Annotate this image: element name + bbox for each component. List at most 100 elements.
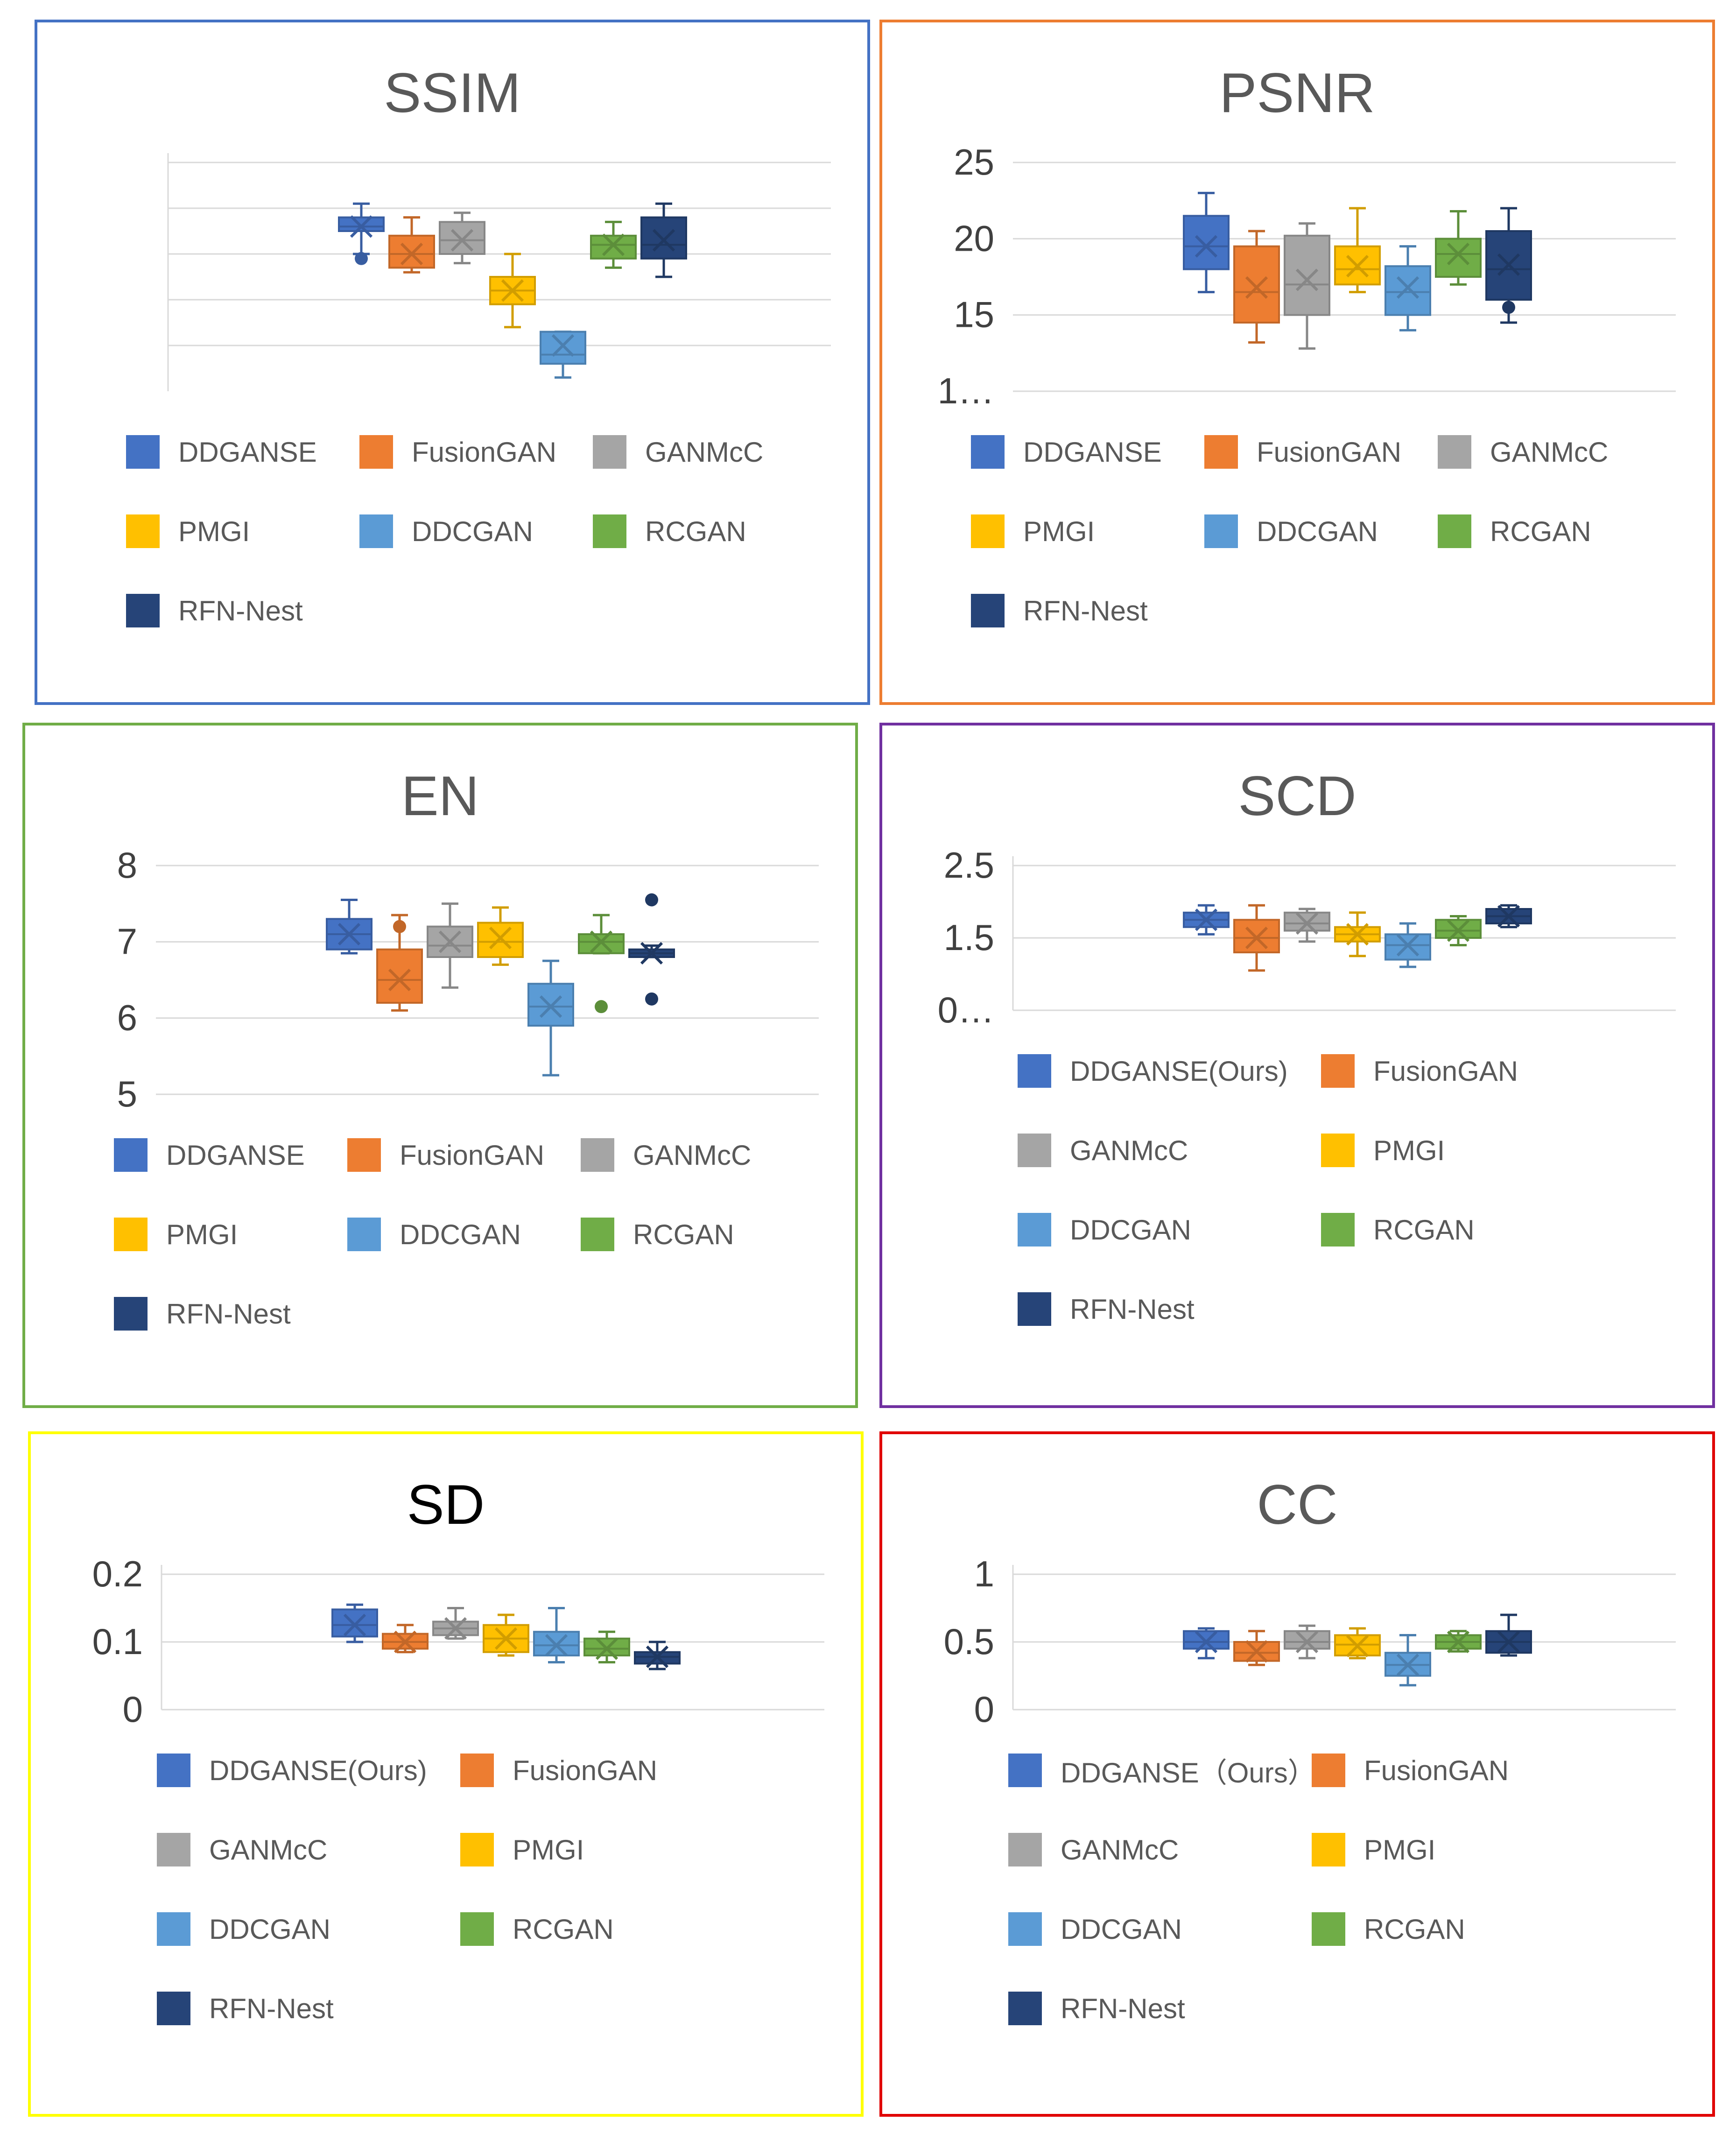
- box-rcgan: [583, 1630, 630, 1663]
- mean-marker: [1346, 255, 1369, 278]
- legend-label: FusionGAN: [400, 1139, 545, 1171]
- sd-panel: SD 0.2 0.1 0 DDGANSE(Ours) FusionGAN GANMcC P…: [28, 1431, 864, 2117]
- legend-item: RFN-Nest: [114, 1295, 291, 1332]
- legend-swatch: [1321, 1054, 1355, 1088]
- box-body: [331, 1608, 378, 1638]
- box-rcgan: [1435, 1630, 1482, 1654]
- box-rcgan: [1435, 915, 1482, 946]
- legend-swatch: [347, 1218, 381, 1251]
- mean-marker: [1245, 1640, 1268, 1663]
- legend-item: GANMcC: [1008, 1831, 1179, 1868]
- y-tick-label: 0: [123, 1689, 143, 1730]
- sd-plot: 0.2 0.1 0: [92, 1553, 824, 1730]
- legend-label: RFN-Nest: [1061, 1993, 1185, 2024]
- box-pmgi: [489, 253, 536, 329]
- box-ddganse: [1183, 1627, 1230, 1660]
- box-ganmcc: [1284, 1624, 1330, 1660]
- box-fusiongan: [388, 216, 435, 274]
- en-panel: EN 8 7 6 5 DDGANSE FusionGAN GANMcC PMGI DDCGAN…: [22, 723, 858, 1408]
- legend-item: DDCGAN: [1204, 513, 1378, 550]
- mean-marker: [400, 242, 423, 266]
- cc-title: CC: [1257, 1473, 1338, 1536]
- legend-item: PMGI: [1321, 1132, 1445, 1169]
- box-ddganse: [1183, 191, 1230, 294]
- mean-marker: [640, 942, 663, 965]
- y-tick-label: 8: [117, 845, 137, 886]
- legend-swatch: [971, 514, 1005, 548]
- legend-item: GANMcC: [593, 433, 763, 471]
- legend-label: PMGI: [513, 1834, 584, 1866]
- legend-swatch: [359, 514, 393, 548]
- mean-marker: [1396, 934, 1420, 957]
- box-rfn-nest: [1485, 207, 1532, 324]
- legend-swatch: [126, 435, 160, 469]
- legend-label: DDCGAN: [1257, 515, 1378, 547]
- en-title: EN: [401, 765, 479, 827]
- legend-swatch: [1321, 1213, 1355, 1247]
- box-ganmcc: [427, 902, 473, 989]
- legend-swatch: [1312, 1912, 1345, 1946]
- mean-marker: [1195, 235, 1218, 258]
- en-plot: 8 7 6 5: [117, 845, 819, 1114]
- mean-marker: [1195, 1630, 1218, 1654]
- outlier-point: [355, 252, 368, 265]
- psnr-panel: PSNR 25 20 15 1… DDGANSE FusionGAN GANMcC PMGI…: [879, 20, 1715, 705]
- mean-marker: [1295, 268, 1319, 291]
- y-tick-label: 15: [954, 294, 994, 335]
- legend-swatch: [460, 1833, 494, 1866]
- box-ganmcc: [439, 211, 485, 265]
- legend-item: PMGI: [460, 1831, 584, 1868]
- box-rfn-nest: [628, 893, 675, 1006]
- box-pmgi: [1334, 207, 1381, 294]
- ssim-plot: [167, 153, 831, 391]
- sd-title: SD: [407, 1473, 485, 1536]
- box-fusiongan: [382, 1624, 429, 1654]
- outlier-point: [645, 893, 658, 907]
- mean-marker: [1497, 1630, 1520, 1654]
- box-ddcgan: [540, 331, 586, 379]
- legend-swatch: [114, 1218, 148, 1251]
- legend-label: GANMcC: [645, 436, 764, 468]
- legend-label: RCGAN: [645, 515, 746, 547]
- mean-marker: [545, 1634, 568, 1657]
- box-body: [640, 216, 687, 260]
- legend-item: DDGANSE（Ours）: [1008, 1752, 1316, 1789]
- legend-label: DDGANSE(Ours): [209, 1754, 427, 1786]
- legend-label: FusionGAN: [513, 1754, 658, 1786]
- psnr-plot: 25 20 15 1…: [938, 141, 1676, 411]
- legend-item: RFN-Nest: [157, 1990, 334, 2027]
- legend-swatch: [1438, 514, 1471, 548]
- mean-marker: [1396, 1654, 1420, 1676]
- box-ddganse: [338, 202, 385, 265]
- legend-item: GANMcC: [581, 1136, 751, 1174]
- legend-item: GANMcC: [1018, 1132, 1188, 1169]
- box-ganmcc: [1284, 908, 1330, 943]
- mean-marker: [1245, 926, 1268, 950]
- box-body: [1284, 234, 1330, 316]
- legend-swatch: [1018, 1054, 1051, 1088]
- legend-item: FusionGAN: [1321, 1052, 1518, 1090]
- y-tick-label: 2.5: [944, 845, 994, 886]
- legend-label: DDGANSE(Ours): [1070, 1055, 1288, 1087]
- legend-item: FusionGAN: [460, 1752, 657, 1789]
- mean-marker: [1195, 909, 1218, 931]
- legend-item: RFN-Nest: [971, 592, 1148, 629]
- mean-marker: [343, 1613, 366, 1636]
- y-tick-label: 7: [117, 921, 137, 962]
- mean-marker: [1295, 1630, 1319, 1654]
- mean-marker: [1346, 1634, 1369, 1657]
- box-pmgi: [1334, 911, 1381, 958]
- legend-item: DDGANSE(Ours): [1018, 1052, 1288, 1090]
- legend-swatch: [157, 1912, 190, 1946]
- legend-label: GANMcC: [1490, 436, 1609, 468]
- outlier-point: [1502, 301, 1515, 314]
- legend-item: DDCGAN: [1018, 1211, 1191, 1248]
- legend-label: PMGI: [1373, 1134, 1445, 1166]
- legend-label: GANMcC: [209, 1834, 328, 1866]
- mean-marker: [388, 968, 411, 992]
- y-tick-label: 0.1: [92, 1621, 143, 1662]
- legend-swatch: [157, 1992, 190, 2025]
- y-tick-label: 0.2: [92, 1553, 143, 1594]
- box-body: [540, 331, 586, 365]
- legend-swatch: [581, 1218, 614, 1251]
